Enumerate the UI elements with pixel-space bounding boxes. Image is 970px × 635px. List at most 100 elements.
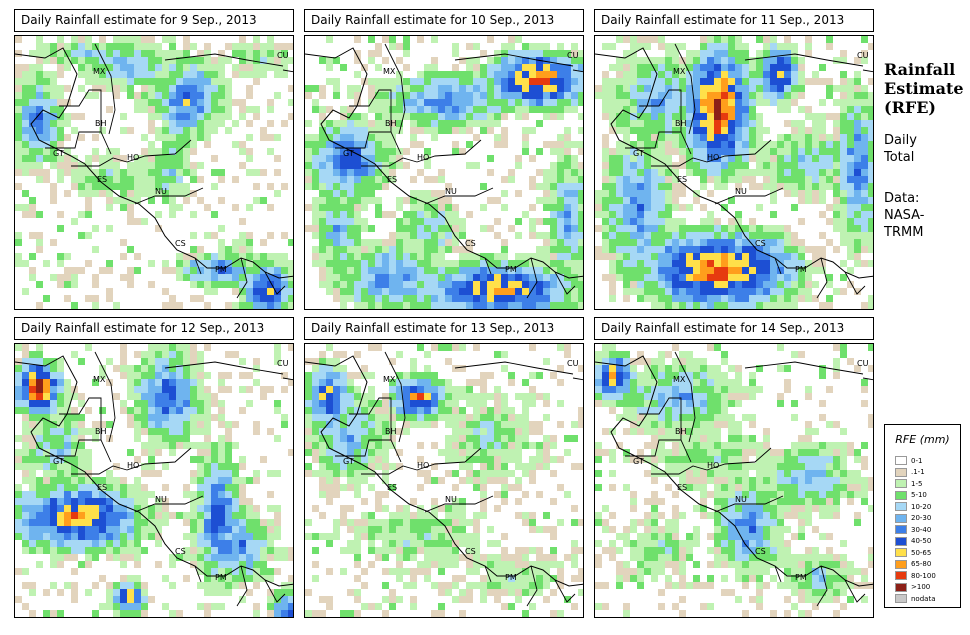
- country-label: GT: [343, 149, 354, 158]
- legend-swatch: [895, 467, 907, 477]
- legend-label: >100: [911, 583, 931, 591]
- country-border: [335, 131, 402, 155]
- rainfall-map: MX CU BH GT HO ES NU CS PM: [594, 343, 874, 618]
- country-label: CU: [857, 359, 869, 368]
- panel-title: Daily Rainfall estimate for 11 Sep., 201…: [594, 9, 874, 32]
- country-label: PM: [505, 573, 517, 582]
- coastline: [595, 47, 873, 279]
- country-label: HO: [417, 153, 429, 162]
- country-border: [744, 361, 864, 375]
- country-border: [126, 447, 192, 471]
- country-label: NU: [735, 187, 747, 196]
- panel-title: Daily Rainfall estimate for 14 Sep., 201…: [594, 317, 874, 340]
- legend-label: 0-1: [911, 456, 923, 465]
- panel-title: Daily Rainfall estimate for 9 Sep., 2013: [14, 9, 294, 32]
- legend-title: RFE (mm): [895, 433, 950, 446]
- legend-item: 40-50: [895, 536, 931, 547]
- period-text: Daily Total: [884, 132, 917, 166]
- coastline: [305, 355, 583, 587]
- source-line: NASA-: [884, 208, 925, 223]
- country-label: BH: [675, 119, 687, 128]
- country-border: [164, 361, 284, 375]
- country-border: [71, 465, 128, 475]
- rainfall-raster: MX CU BH GT HO ES NU CS PM: [305, 344, 583, 617]
- country-border: [236, 565, 248, 607]
- country-border: [416, 447, 482, 471]
- country-label: GT: [343, 457, 354, 466]
- rainfall-raster: MX CU BH GT HO ES NU CS PM: [305, 36, 583, 309]
- country-label: CU: [567, 359, 579, 368]
- legend-swatch: [895, 559, 907, 569]
- legend-label: 20-30: [911, 514, 932, 522]
- country-border: [706, 447, 772, 471]
- source-line: TRMM: [884, 225, 924, 240]
- legend-swatch: [895, 525, 907, 534]
- rainfall-panel: Daily Rainfall estimate for 10 Sep., 201…: [304, 9, 584, 310]
- country-label: ES: [97, 175, 107, 184]
- legend-label: 10-20: [911, 502, 932, 511]
- legend-swatch: [895, 456, 907, 465]
- country-border: [744, 53, 864, 67]
- country-label: PM: [795, 573, 807, 582]
- country-border: [706, 139, 772, 163]
- country-label: CU: [857, 51, 869, 60]
- country-border: [71, 157, 128, 167]
- country-label: NU: [735, 495, 747, 504]
- country-label: BH: [385, 427, 397, 436]
- country-label: NU: [155, 495, 167, 504]
- legend-label: 1-5: [911, 479, 923, 488]
- country-border: [454, 361, 574, 375]
- country-border: [264, 579, 286, 603]
- legend-swatch: [895, 479, 907, 488]
- rainfall-map: MX CU BH GT HO ES NU CS PM: [594, 35, 874, 310]
- country-border: [264, 271, 286, 295]
- country-label: BH: [95, 119, 107, 128]
- country-border: [384, 351, 406, 443]
- country-border: [639, 397, 682, 440]
- country-border: [484, 565, 492, 583]
- legend-item: 1-5: [895, 478, 922, 489]
- country-border: [572, 69, 583, 73]
- rainfall-panel: Daily Rainfall estimate for 12 Sep., 201…: [14, 317, 294, 618]
- legend-swatch: [895, 536, 907, 546]
- legend-label: 50-65: [911, 548, 932, 557]
- rfe-title-line: (RFE): [884, 98, 936, 117]
- country-border: [126, 139, 192, 163]
- country-label: PM: [505, 265, 517, 274]
- coastline: [305, 47, 583, 279]
- coastline: [15, 355, 293, 587]
- country-label: ES: [97, 483, 107, 492]
- country-border: [484, 257, 492, 275]
- country-label: NU: [445, 495, 457, 504]
- country-label: HO: [417, 461, 429, 470]
- country-border: [674, 351, 696, 443]
- rainfall-raster: MX CU BH GT HO ES NU CS PM: [15, 344, 293, 617]
- country-border: [194, 565, 202, 583]
- country-border: [94, 43, 116, 135]
- rainfall-panel: Daily Rainfall estimate for 13 Sep., 201…: [304, 317, 584, 618]
- country-label: CS: [755, 239, 766, 248]
- country-label: BH: [385, 119, 397, 128]
- rainfall-map: MX CU BH GT HO ES NU CS PM: [14, 343, 294, 618]
- country-border: [134, 187, 204, 205]
- country-border: [714, 495, 784, 513]
- country-border: [164, 53, 284, 67]
- country-border: [714, 187, 784, 205]
- rainfall-map: MX CU BH GT HO ES NU CS PM: [304, 343, 584, 618]
- rainfall-panel: Daily Rainfall estimate for 11 Sep., 201…: [594, 9, 874, 310]
- rainfall-raster: MX CU BH GT HO ES NU CS PM: [595, 344, 873, 617]
- country-border: [554, 579, 576, 603]
- country-label: CU: [567, 51, 579, 60]
- country-border: [572, 377, 583, 381]
- legend-swatch: [895, 490, 907, 500]
- country-border: [236, 257, 248, 299]
- period-line: Total: [884, 150, 915, 165]
- rainfall-panel: Daily Rainfall estimate for 9 Sep., 2013…: [14, 9, 294, 310]
- coastline: [595, 355, 873, 587]
- country-border: [674, 43, 696, 135]
- legend-item: 30-40: [895, 524, 931, 535]
- legend-item: 80-100: [895, 570, 936, 581]
- country-label: CU: [277, 51, 289, 60]
- country-border: [651, 157, 708, 167]
- country-label: HO: [707, 461, 719, 470]
